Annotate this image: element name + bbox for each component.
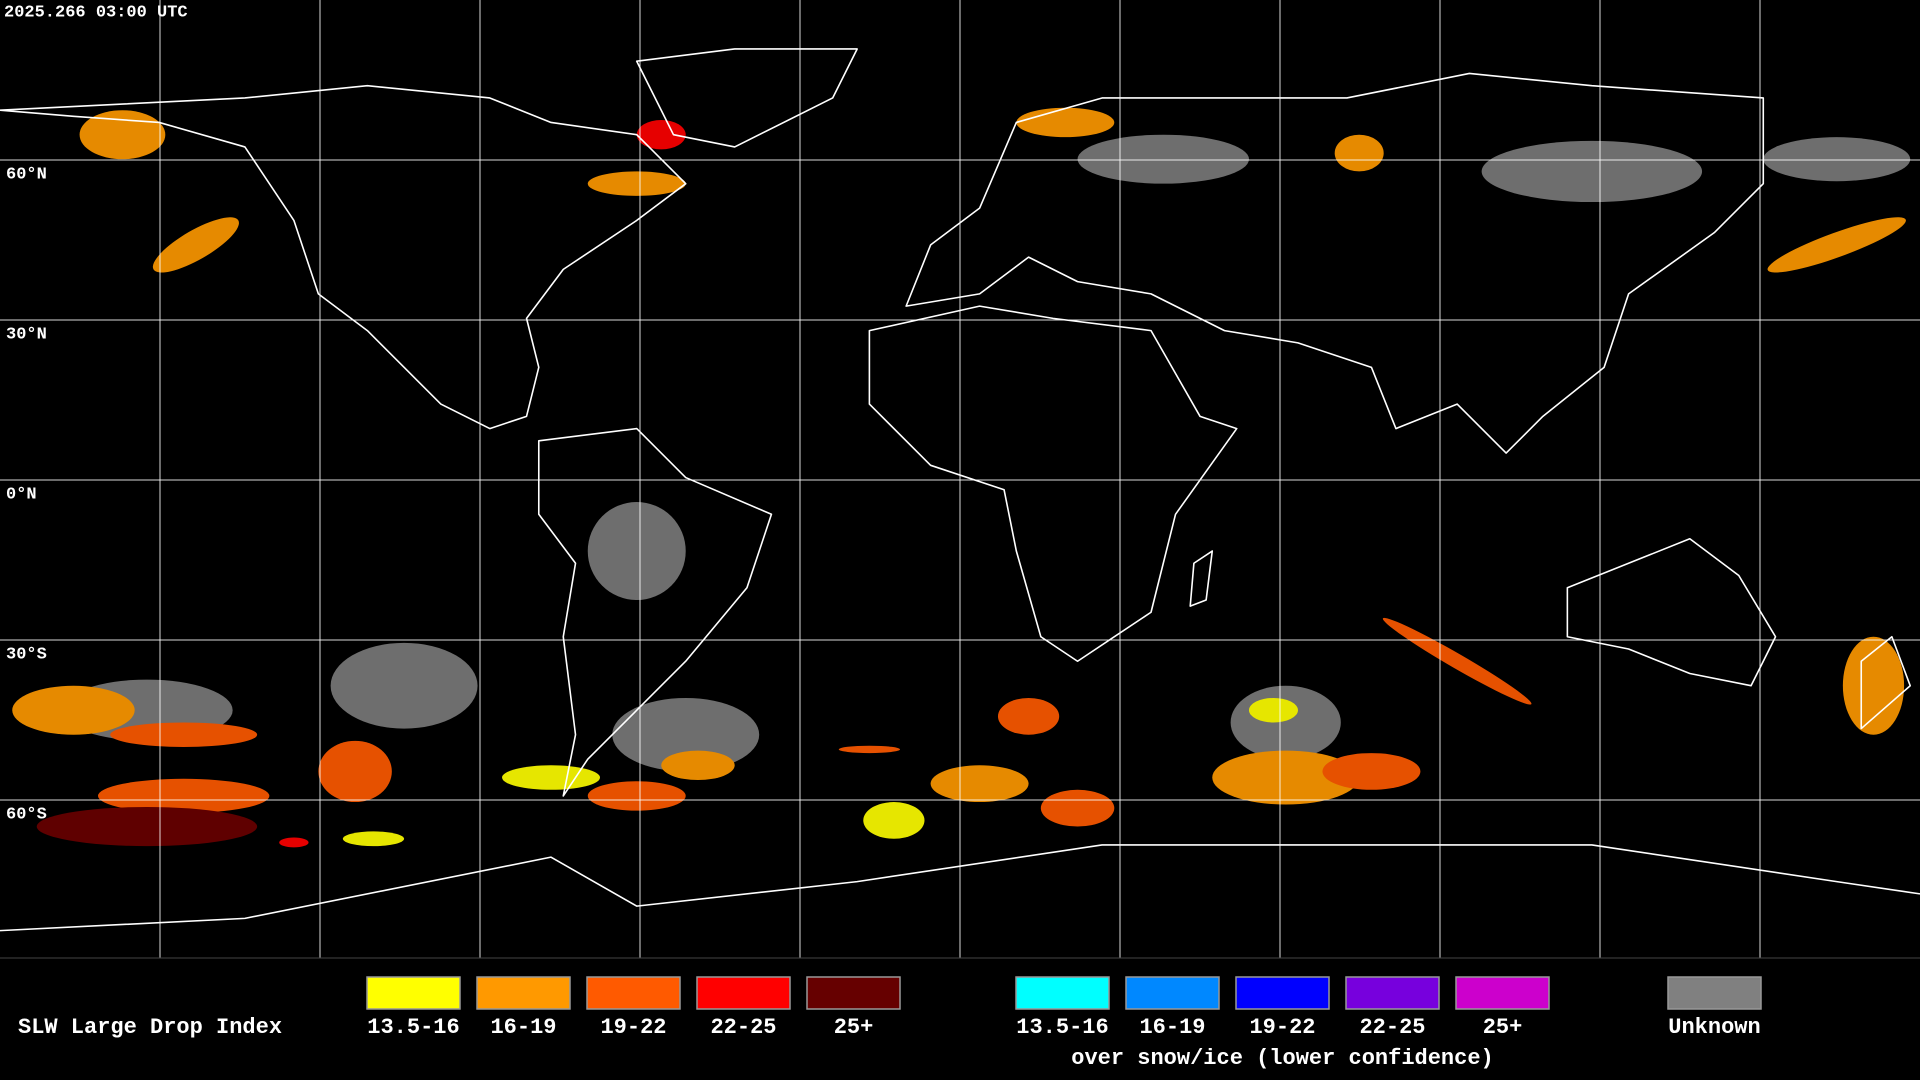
legend-label: Unknown bbox=[1668, 1015, 1760, 1040]
legend-swatch bbox=[1345, 976, 1440, 1010]
legend-label: 16-19 bbox=[1139, 1015, 1205, 1040]
latitude-label: 60°N bbox=[6, 165, 47, 184]
coastlines bbox=[0, 49, 1920, 931]
legend-label: 13.5-16 bbox=[367, 1015, 459, 1040]
legend-label: 19-22 bbox=[600, 1015, 666, 1040]
legend-swatch bbox=[476, 976, 571, 1010]
legend-swatch bbox=[1667, 976, 1762, 1010]
legend-note: over snow/ice (lower confidence) bbox=[1071, 1046, 1493, 1071]
legend-label: 13.5-16 bbox=[1016, 1015, 1108, 1040]
legend-label: 25+ bbox=[1483, 1015, 1523, 1040]
map: 60°N 30°N 0°N 30°S 60°S 2025.266 03:00 UTC bbox=[0, 0, 1920, 958]
legend-swatch bbox=[366, 976, 461, 1010]
legend-label: 19-22 bbox=[1249, 1015, 1315, 1040]
latitude-label: 0°N bbox=[6, 485, 37, 504]
latitude-label: 30°S bbox=[6, 645, 47, 664]
legend-swatch bbox=[1125, 976, 1220, 1010]
legend-swatch bbox=[1235, 976, 1330, 1010]
graticule: 60°N 30°N 0°N 30°S 60°S bbox=[0, 0, 1920, 958]
legend-title: SLW Large Drop Index bbox=[18, 1015, 282, 1040]
legend-label: 25+ bbox=[834, 1015, 874, 1040]
legend-label: 22-25 bbox=[1359, 1015, 1425, 1040]
legend-swatch bbox=[806, 976, 901, 1010]
legend-swatch bbox=[696, 976, 791, 1010]
latitude-label: 60°S bbox=[6, 805, 47, 824]
timestamp: 2025.266 03:00 UTC bbox=[4, 3, 188, 22]
legend: SLW Large Drop Index 13.5-16 16-19 19-22 22-… bbox=[0, 957, 1920, 1071]
legend-label: 22-25 bbox=[710, 1015, 776, 1040]
legend-swatch bbox=[1455, 976, 1550, 1010]
latitude-label: 30°N bbox=[6, 325, 47, 344]
legend-swatch bbox=[586, 976, 681, 1010]
legend-label: 16-19 bbox=[490, 1015, 556, 1040]
legend-swatch bbox=[1015, 976, 1110, 1010]
